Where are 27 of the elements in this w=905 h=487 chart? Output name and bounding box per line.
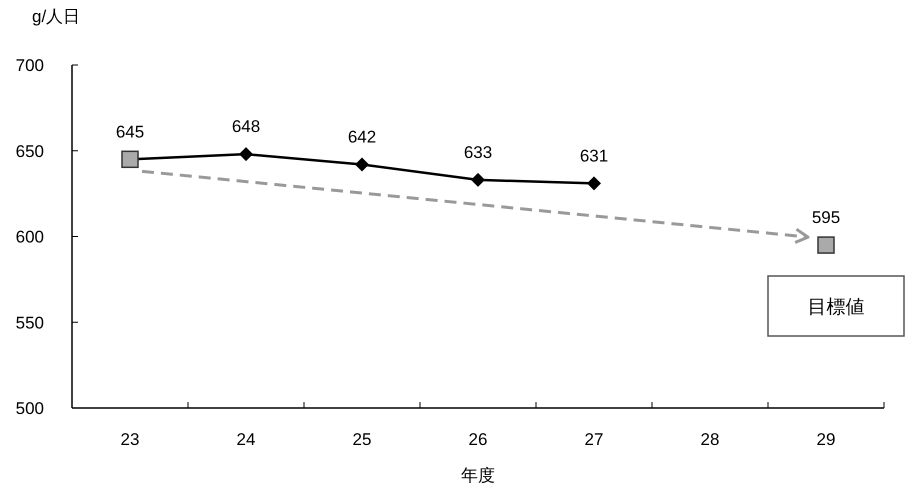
x-tick-label: 28: [700, 430, 720, 449]
point: [355, 157, 369, 172]
y-tick-label: 600: [16, 228, 44, 246]
point: [587, 176, 601, 190]
y-tick-label: 550: [16, 313, 44, 332]
x-tick-label: 25: [352, 430, 372, 449]
note-box: 目標値: [767, 275, 905, 337]
x-tick-label: 23: [120, 430, 140, 449]
point: [817, 236, 835, 254]
x-axis-title: 年度: [461, 466, 495, 485]
x-tick-label: 29: [816, 430, 836, 449]
data-label: 631: [580, 146, 608, 166]
x-tick-label: 24: [236, 430, 256, 449]
y-tick-label: 500: [16, 399, 44, 418]
y-tick-label: 650: [16, 142, 44, 161]
point: [471, 172, 485, 187]
data-label: 648: [232, 117, 260, 136]
y-axis-title: g/人日: [32, 7, 80, 26]
y-tick-label: 700: [16, 56, 44, 75]
data-label: 645: [116, 122, 144, 142]
x-tick-label: 27: [584, 430, 604, 449]
point: [239, 147, 253, 162]
annotation: 目標値: [808, 297, 864, 318]
data-label: 595: [812, 208, 840, 228]
data-label: 633: [464, 142, 492, 162]
x-tick-label: 26: [468, 430, 488, 449]
data-label: 642: [348, 127, 376, 146]
